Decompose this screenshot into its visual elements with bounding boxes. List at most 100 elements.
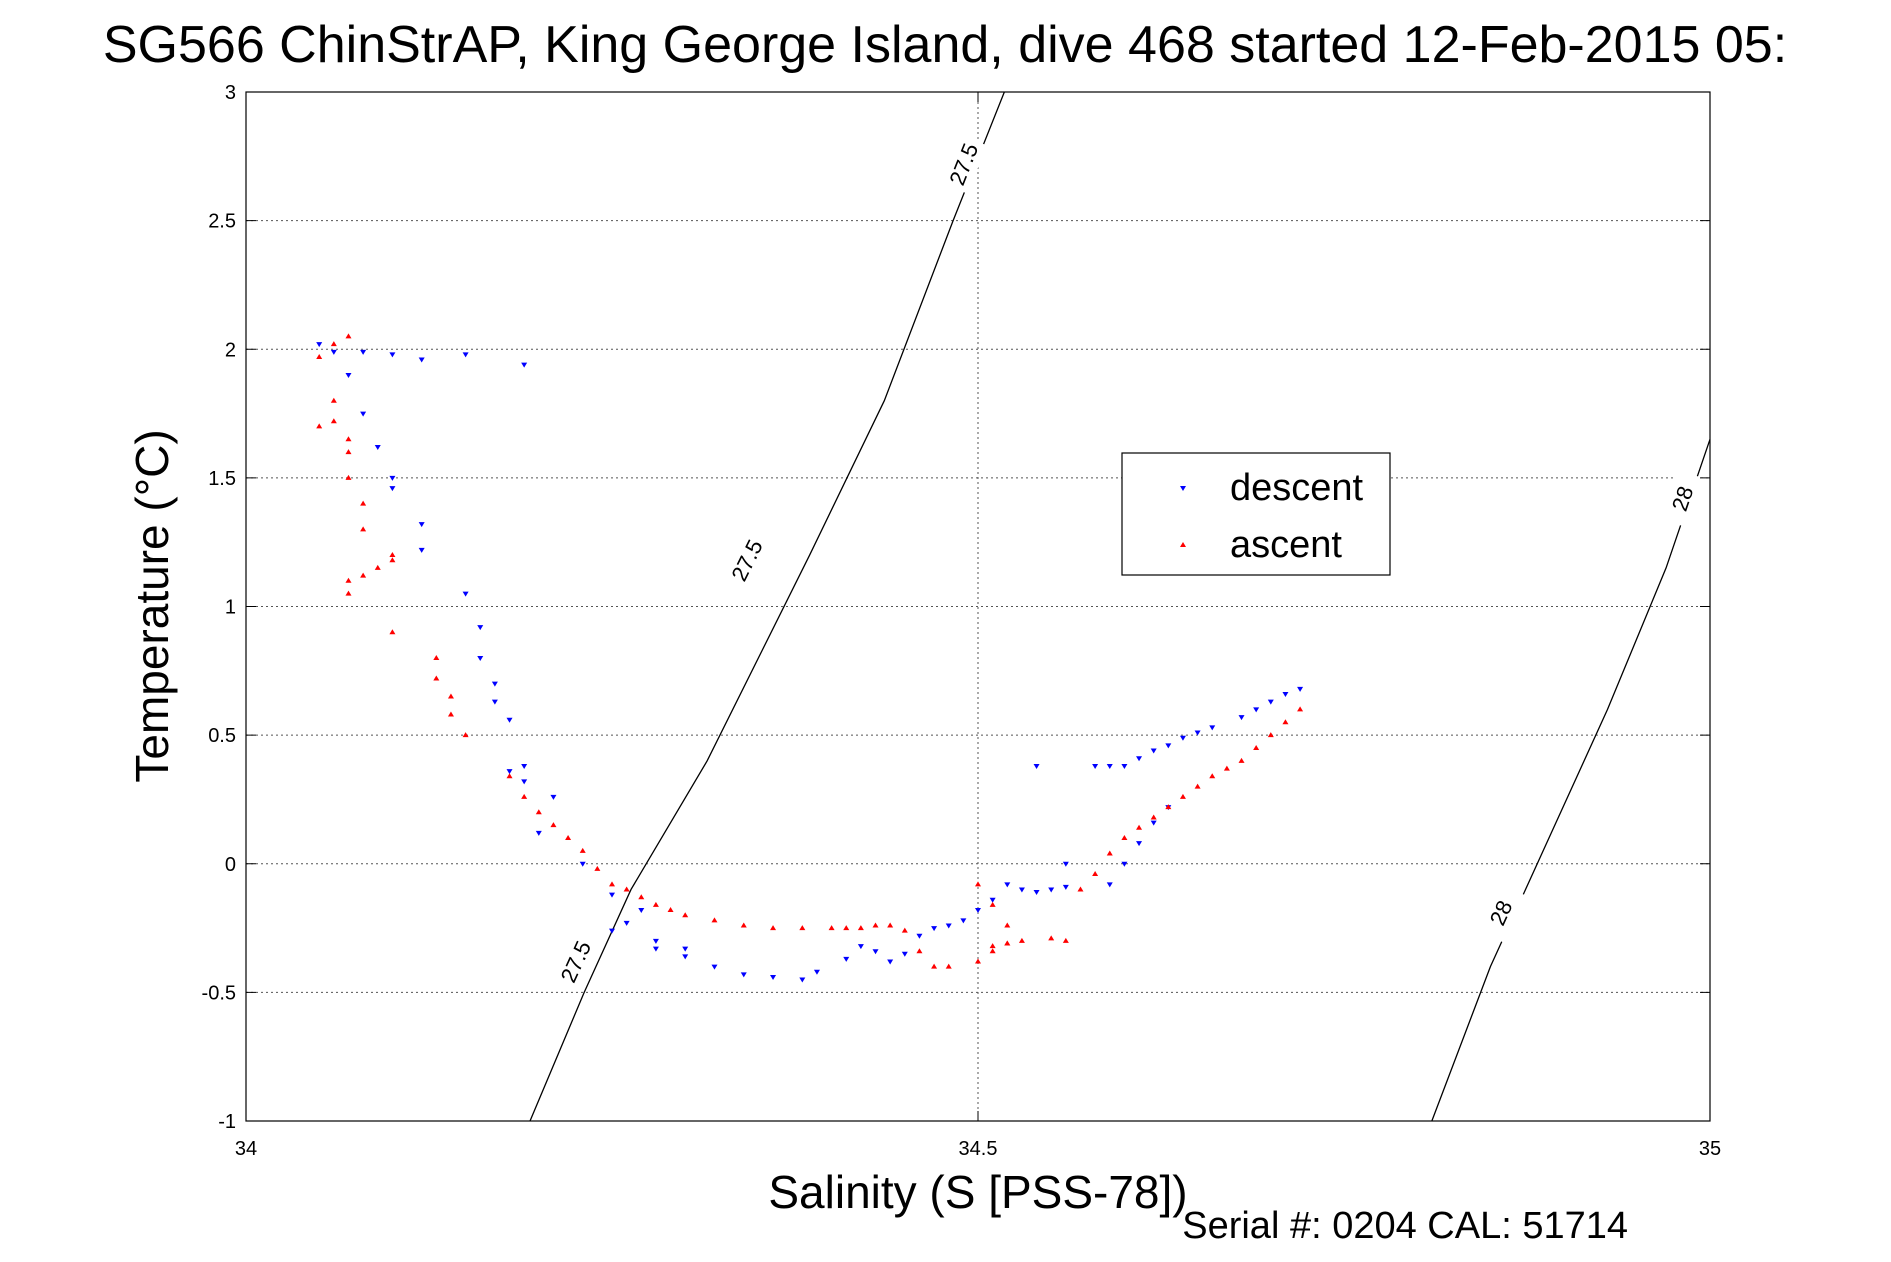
descent-point — [418, 522, 425, 528]
y-tick-label: 1 — [225, 597, 236, 619]
descent-point — [740, 972, 747, 978]
ascent-point — [843, 925, 850, 931]
descent-point — [770, 974, 777, 980]
ascent-point — [989, 901, 996, 907]
legend-box — [1121, 452, 1391, 576]
ascent-point — [945, 963, 952, 969]
ascent-point — [1004, 922, 1011, 928]
ascent-point — [433, 654, 440, 660]
descent-point — [901, 951, 908, 957]
descent-point — [374, 445, 381, 451]
ascent-point — [740, 922, 747, 928]
ascent-point — [638, 894, 645, 900]
descent-point — [887, 959, 894, 965]
ascent-point — [389, 557, 396, 563]
descent-point — [462, 591, 469, 597]
descent-point — [491, 681, 498, 687]
descent-point — [711, 964, 718, 970]
legend-ascent-marker — [1180, 542, 1186, 547]
x-tick-label: 34.5 — [959, 1138, 998, 1160]
ascent-point — [579, 847, 586, 853]
ascent-point — [360, 572, 367, 578]
x-tick-label: 34 — [235, 1138, 257, 1160]
descent-point — [389, 352, 396, 358]
descent-point — [1194, 730, 1201, 736]
ascent-point — [1179, 793, 1186, 799]
x-axis-label: Salinity (S [PSS-78]) — [768, 1166, 1187, 1218]
ascent-point — [711, 917, 718, 923]
legend: descent ascent — [1121, 452, 1391, 576]
ascent-point — [1106, 850, 1113, 856]
ascent-point — [1282, 719, 1289, 725]
contour-label-gap — [550, 931, 600, 992]
ascent-point — [521, 793, 528, 799]
descent-point — [1106, 882, 1113, 888]
descent-point — [1150, 748, 1157, 754]
contour-label-gap — [1659, 469, 1705, 528]
descent-point — [389, 475, 396, 481]
y-axis-label: Temperature (°C) — [126, 429, 178, 782]
descent-point — [609, 928, 615, 934]
ascent-point — [316, 353, 323, 359]
ascent-point — [857, 925, 864, 931]
descent-point — [1121, 861, 1128, 867]
axis-ticks: 34 34.5 35 -1 -0.5 0 0.5 1 1.5 2 2.5 3 — [202, 82, 1722, 1160]
descent-point — [945, 923, 952, 929]
descent-point — [916, 933, 923, 939]
contour-label-gap — [939, 134, 987, 194]
ascent-point — [652, 901, 659, 907]
contour-label-gap — [1476, 882, 1526, 943]
y-tick-label: -0.5 — [202, 982, 236, 1004]
descent-point — [1121, 763, 1128, 769]
ascent-point — [901, 927, 908, 933]
descent-point — [550, 794, 557, 800]
descent-point — [1267, 699, 1274, 705]
ascent-point — [682, 912, 689, 918]
ascent-point — [1238, 757, 1245, 763]
ascent-point — [433, 675, 440, 681]
ascent-point — [389, 552, 396, 558]
ascent-point — [389, 629, 396, 635]
ascent-point — [1165, 804, 1172, 810]
ascent-point — [828, 925, 835, 931]
descent-point — [521, 763, 528, 769]
descent-point — [316, 342, 323, 348]
ascent-point — [345, 333, 352, 339]
descent-point — [623, 920, 630, 926]
descent-point — [682, 946, 689, 952]
ascent-point — [1077, 886, 1084, 892]
descent-point — [521, 362, 528, 368]
ascent-point — [1121, 835, 1128, 841]
descent-point — [1238, 715, 1245, 721]
descent-point — [1282, 691, 1289, 697]
descent-point — [872, 949, 879, 955]
ascent-point — [989, 943, 996, 949]
ascent-point — [1150, 814, 1157, 820]
descent-point — [1033, 763, 1040, 769]
descent-point — [330, 349, 337, 355]
ascent-point — [770, 925, 777, 931]
ascent-point — [345, 449, 352, 455]
ascent-point — [374, 564, 381, 570]
descent-point — [857, 944, 864, 950]
ascent-point — [565, 835, 572, 841]
ascent-point — [1194, 783, 1201, 789]
descent-point — [345, 372, 352, 378]
ascent-point — [975, 881, 981, 887]
ascent-point — [1267, 732, 1274, 738]
ascent-point — [1062, 937, 1069, 943]
ascent-point — [975, 958, 981, 964]
ascent-point — [1209, 773, 1216, 779]
ascent-point — [345, 577, 352, 583]
descent-point — [1297, 686, 1304, 692]
ascent-point — [1136, 824, 1143, 830]
descent-point — [462, 352, 469, 358]
legend-ascent-label: ascent — [1230, 524, 1342, 566]
ascent-point — [799, 925, 806, 931]
descent-point — [1209, 725, 1216, 731]
y-tick-label: 2.5 — [208, 211, 236, 233]
descent-point — [477, 625, 484, 631]
descent-point — [418, 547, 425, 553]
y-tick-label: 2 — [225, 339, 236, 361]
